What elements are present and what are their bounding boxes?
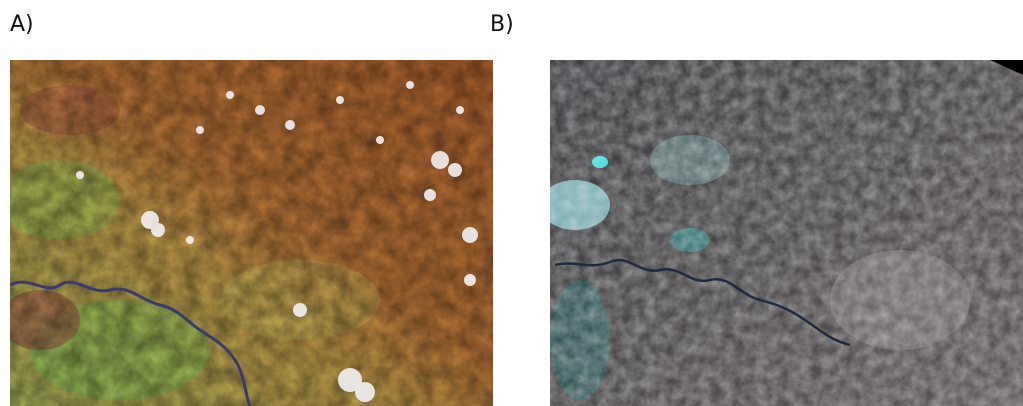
panel-label: A): [10, 12, 34, 37]
figure: A) B): [0, 0, 1023, 406]
satellite-image-a: [0, 60, 493, 406]
panel-label: B): [490, 12, 514, 37]
satellite-image-b: [540, 60, 1023, 406]
